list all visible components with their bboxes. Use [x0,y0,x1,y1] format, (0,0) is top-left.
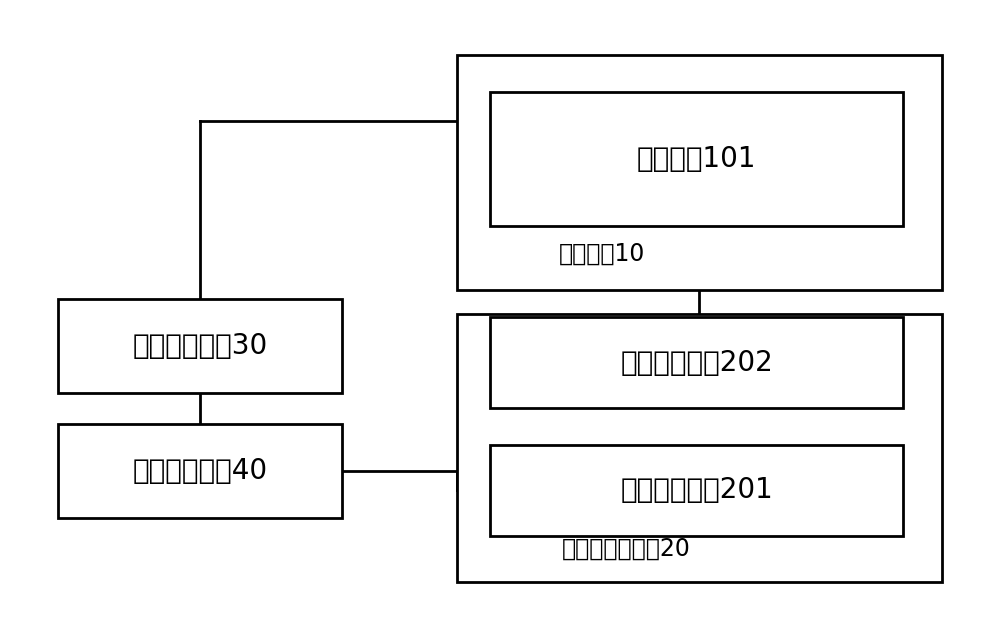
Text: 数字模块10: 数字模块10 [559,242,645,266]
Bar [457,314,942,582]
Bar [58,299,342,393]
Text: 第二电源模块201: 第二电源模块201 [620,477,773,505]
Text: 第一电源模块40: 第一电源模块40 [132,456,268,484]
Text: 温度监控模块202: 温度监控模块202 [620,349,773,377]
Bar [457,55,942,290]
Text: 电流控制模块30: 电流控制模块30 [132,332,268,360]
Bar [490,92,903,226]
Bar [58,424,342,518]
Bar [490,317,903,408]
Text: 缓存模块101: 缓存模块101 [637,145,757,172]
Text: 模拟接收链模块20: 模拟接收链模块20 [562,536,691,560]
Bar [490,445,903,536]
